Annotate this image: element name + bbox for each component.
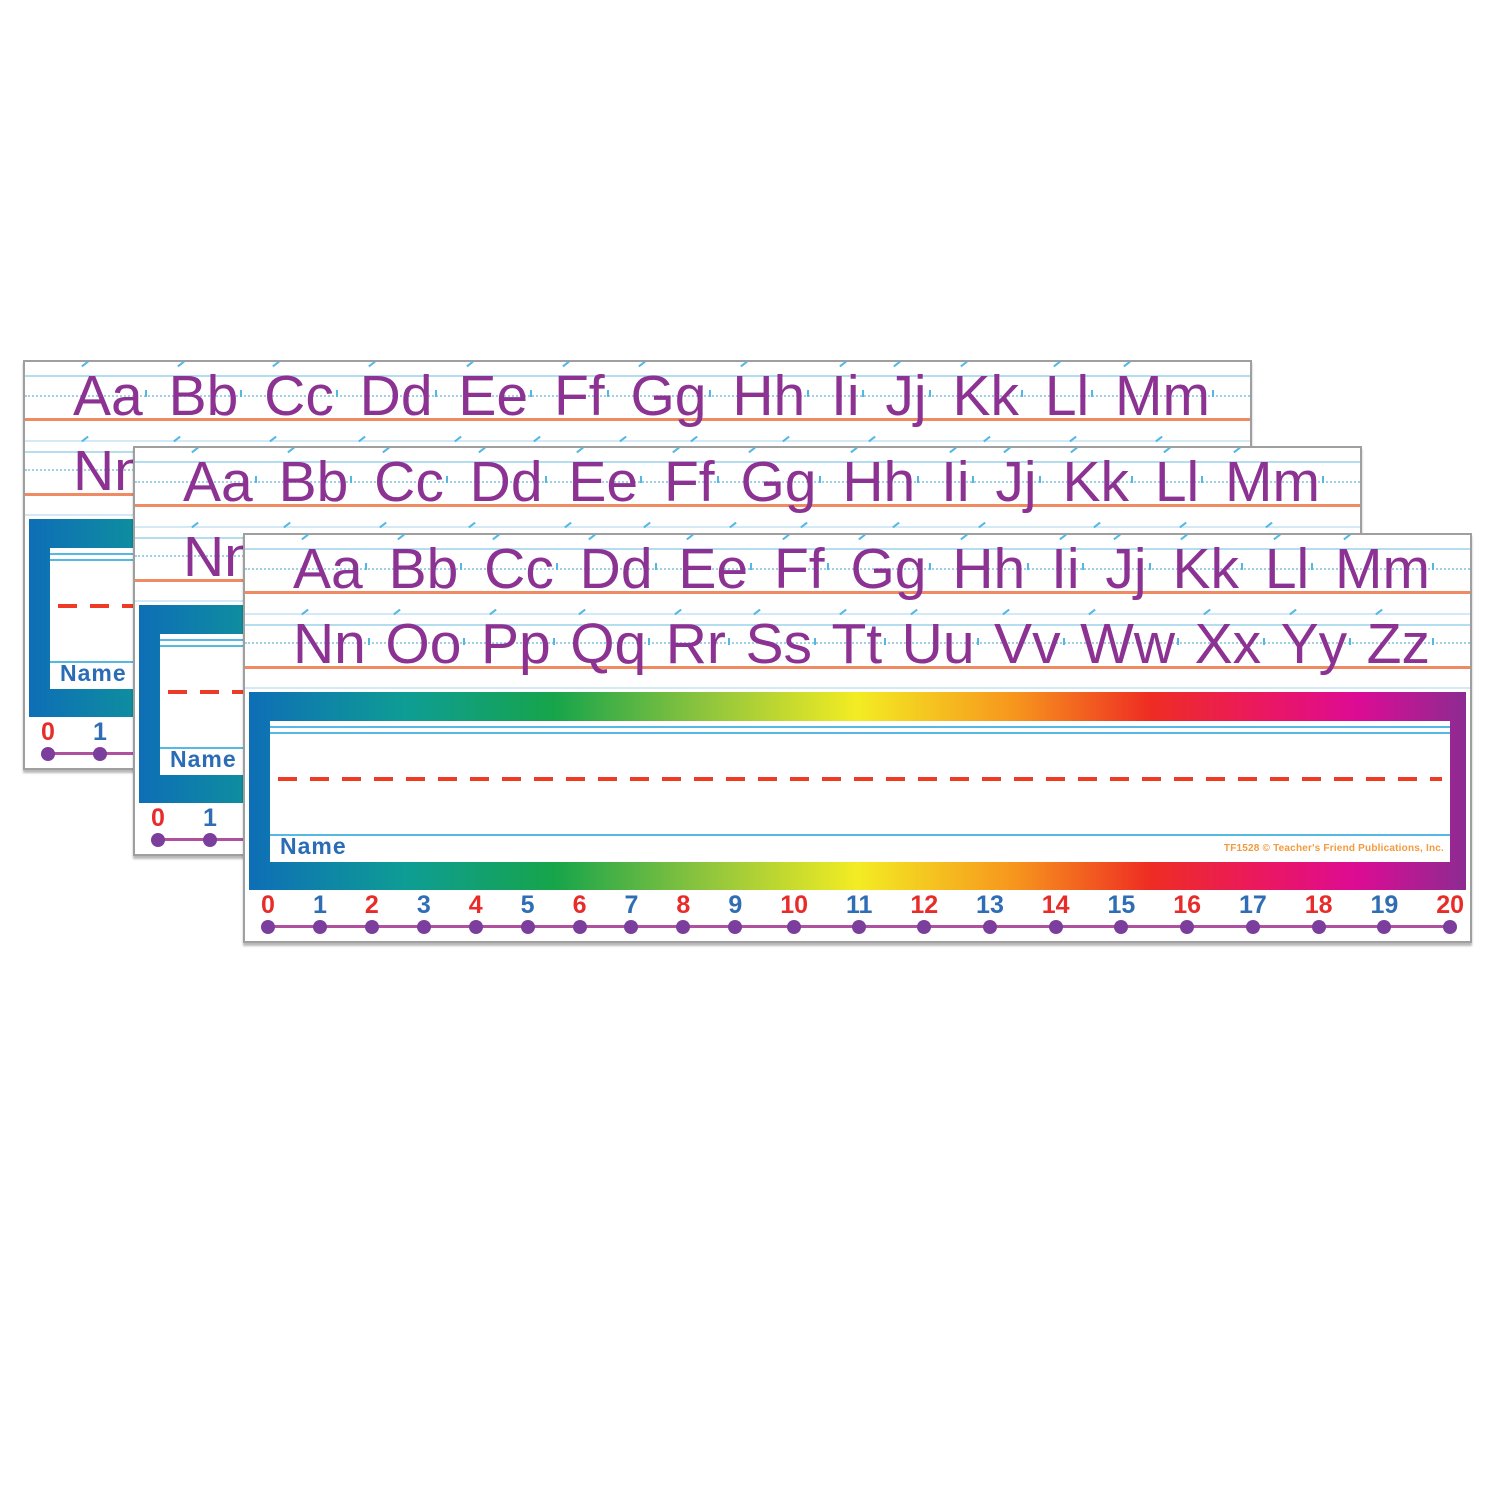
letter-pair: Kk xyxy=(952,364,1023,428)
number-line-point: 4 xyxy=(469,893,483,934)
letter-pair: Uu xyxy=(901,612,979,676)
letter-pair: Xx xyxy=(1194,612,1265,676)
letter-pair: Aa xyxy=(293,537,367,601)
number-line-point: 2 xyxy=(365,893,379,934)
number-line-point: 12 xyxy=(910,893,938,934)
number-line-point: 18 xyxy=(1305,893,1333,934)
alphabet-row-1: Aa Bb Cc Dd Ee Ff Gg Hh Ii Jj Kk Ll Mm xyxy=(293,537,1434,601)
number-line-point: 1 xyxy=(203,806,217,847)
letter-pair: Bb xyxy=(168,364,243,428)
letter-pair: Dd xyxy=(469,450,547,514)
letter-pair: Hh xyxy=(732,364,810,428)
number-line-point: 0 xyxy=(261,893,275,934)
number-line-point: 8 xyxy=(676,893,690,934)
letter-pair: Gg xyxy=(630,364,711,428)
letter-pair: Aa xyxy=(73,364,147,428)
copyright-text: TF1528 © Teacher's Friend Publications, … xyxy=(1223,843,1444,854)
letter-pair: Hh xyxy=(842,450,920,514)
letter-pair: Yy xyxy=(1280,612,1351,676)
letter-pair: Gg xyxy=(850,537,931,601)
letter-pair: Ll xyxy=(1044,364,1094,428)
letter-pair: Cc xyxy=(484,537,558,601)
number-line-point: 10 xyxy=(780,893,808,934)
letter-pair: Qq xyxy=(570,612,651,676)
number-line-point: 15 xyxy=(1108,893,1136,934)
letter-pair: Jj xyxy=(995,450,1041,514)
number-line-point: 19 xyxy=(1370,893,1398,934)
letter-pair: Jj xyxy=(885,364,931,428)
number-line-point: 20 xyxy=(1436,893,1464,934)
letter-pair: Ff xyxy=(663,450,719,514)
letter-pair: Ll xyxy=(1154,450,1204,514)
letter-pair: Cc xyxy=(374,450,448,514)
number-line-point: 13 xyxy=(976,893,1004,934)
letter-pair: Bb xyxy=(278,450,353,514)
write-area-dashed-midline xyxy=(278,777,1442,781)
number-line-point: 0 xyxy=(151,806,165,847)
letter-pair: Ss xyxy=(745,612,816,676)
number-line-point: 17 xyxy=(1239,893,1267,934)
letter-pair: Oo xyxy=(385,612,466,676)
letter-pair: Kk xyxy=(1172,537,1243,601)
letter-pair: Mm xyxy=(1115,364,1214,428)
letter-pair: Gg xyxy=(740,450,821,514)
name-label: Name xyxy=(170,746,237,772)
letter-pair: Tt xyxy=(831,612,886,676)
letter-pair: Jj xyxy=(1105,537,1151,601)
number-line-point: 6 xyxy=(573,893,587,934)
letter-pair: Ii xyxy=(941,450,974,514)
number-line-point: 16 xyxy=(1173,893,1201,934)
letter-pair: Ll xyxy=(1264,537,1314,601)
letter-pair: Kk xyxy=(1062,450,1133,514)
letter-pair: Mm xyxy=(1335,537,1434,601)
number-line-point: 1 xyxy=(313,893,327,934)
number-line-point: 0 xyxy=(41,720,55,761)
letter-pair: Hh xyxy=(952,537,1030,601)
letter-pair: Rr xyxy=(665,612,731,676)
write-area-top-line xyxy=(270,726,1450,728)
write-area-bottom-line xyxy=(270,834,1450,836)
alphabet-row-1: Aa Bb Cc Dd Ee Ff Gg Hh Ii Jj Kk Ll Mm xyxy=(73,364,1214,428)
letter-pair: Ii xyxy=(1051,537,1084,601)
number-line-point: 5 xyxy=(521,893,535,934)
letter-pair: Mm xyxy=(1225,450,1324,514)
letter-pair: Ee xyxy=(678,537,752,601)
name-label: Name xyxy=(280,833,347,859)
letter-pair: Dd xyxy=(359,364,437,428)
letter-pair: Ee xyxy=(568,450,642,514)
letter-pair: Vv xyxy=(994,612,1065,676)
letter-pair: Cc xyxy=(264,364,338,428)
letter-pair: Pp xyxy=(480,612,555,676)
letter-pair: Dd xyxy=(579,537,657,601)
name-label: Name xyxy=(60,660,127,686)
letter-pair: Ee xyxy=(458,364,532,428)
number-line-point: 9 xyxy=(728,893,742,934)
handwriting-descender-line xyxy=(245,687,1470,689)
alphabet-row-1: Aa Bb Cc Dd Ee Ff Gg Hh Ii Jj Kk Ll Mm xyxy=(183,450,1324,514)
letter-pair: Ff xyxy=(773,537,829,601)
letter-pair: Ff xyxy=(553,364,609,428)
number-line-point: 3 xyxy=(417,893,431,934)
letter-pair: Zz xyxy=(1366,612,1435,676)
letter-pair: Ii xyxy=(831,364,864,428)
name-write-area: Name TF1528 © Teacher's Friend Publicati… xyxy=(270,721,1450,862)
letter-pair: Bb xyxy=(388,537,463,601)
letter-pair: Nn xyxy=(293,612,370,676)
letter-pair: Aa xyxy=(183,450,257,514)
number-line-point: 1 xyxy=(93,720,107,761)
rainbow-border-plate: Name TF1528 © Teacher's Friend Publicati… xyxy=(249,692,1466,890)
number-line-point: 11 xyxy=(846,893,872,934)
number-line-point: 7 xyxy=(624,893,639,934)
write-area-top-line xyxy=(270,732,1450,734)
number-line-point: 14 xyxy=(1042,893,1070,934)
letter-pair: Ww xyxy=(1080,612,1180,676)
name-plate-card-front: Aa Bb Cc Dd Ee Ff Gg Hh Ii Jj Kk Ll Mm Nn Oo Pp Qq Rr Ss T… xyxy=(243,533,1472,943)
